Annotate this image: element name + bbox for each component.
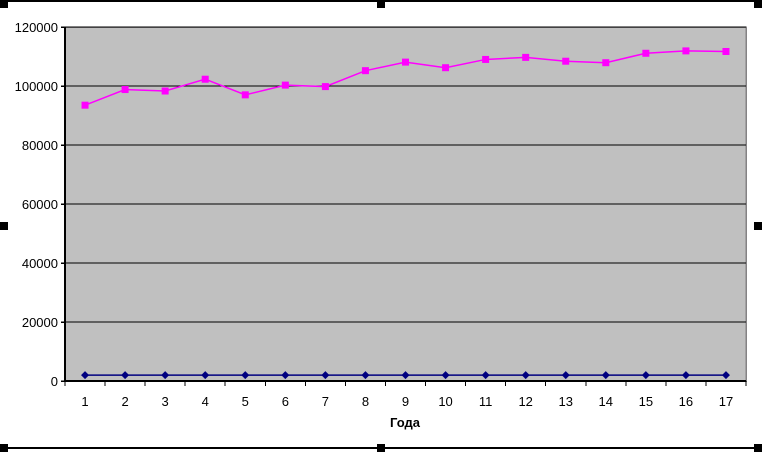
series-2-marker [442,64,450,72]
x-tick-label: 3 [161,394,169,409]
series-1-marker [601,371,610,380]
series-1-marker [481,371,490,380]
x-tick-label: 10 [438,394,453,409]
series-2-marker [642,49,650,57]
x-tick-label: 9 [401,394,410,409]
series-2-marker [161,87,169,95]
x-tick-label: 1 [81,394,89,409]
series-1-marker [561,371,570,380]
x-tick-label: 8 [361,394,370,409]
x-tick-label: 5 [241,394,249,409]
series-1-marker [241,371,250,380]
x-tick-label: 13 [558,394,573,409]
selection-handle-top-center[interactable] [377,0,385,8]
series-1-marker [521,371,530,380]
y-tick-label: 20000 [21,314,58,330]
series-1-marker [161,371,170,380]
y-tick-label: 0 [50,373,58,389]
x-tick-label: 4 [201,394,209,409]
series-1-marker [641,371,650,380]
selection-handle-bottom-right[interactable] [754,444,762,452]
selection-handle-top-right[interactable] [754,0,762,8]
series-2-marker [121,86,129,94]
series-2-marker [722,47,730,55]
series-1-marker [361,371,370,380]
series-2-marker [241,91,249,99]
x-axis-title: Года [390,415,420,430]
selection-handle-bottom-center[interactable] [377,444,385,452]
series-2-marker [81,101,89,109]
x-tick-label: 2 [121,394,129,409]
series-1-marker [281,371,290,380]
series-2-marker [402,58,409,66]
series-2-marker [201,75,209,83]
series-1-marker [201,371,210,380]
series-1-marker [721,371,730,380]
selection-handle-bottom-left[interactable] [0,444,8,452]
y-tick-label: 100000 [14,78,58,94]
x-tick-label: 11 [478,394,493,409]
y-tick-label: 40000 [21,255,58,271]
selection-handle-top-left[interactable] [0,0,8,8]
y-tick-label: 80000 [21,137,58,153]
y-tick-label: 60000 [21,196,58,212]
x-tick-label: 17 [718,394,734,409]
series-2-marker [602,59,610,67]
selection-handle-middle-right[interactable] [754,222,762,230]
series-1-marker [121,371,130,380]
series-2-marker [562,57,570,65]
series-1-marker [401,371,410,380]
x-tick-label: 12 [518,394,533,409]
x-tick-label: 7 [321,394,329,409]
x-tick-label: 6 [281,394,289,409]
series-2-marker [482,55,490,63]
series-2-marker [682,47,690,55]
series-1-marker [321,371,330,380]
series-2-marker [281,81,289,89]
series-1-marker [81,371,90,380]
series-2-marker [522,53,530,61]
series-2-marker [321,83,329,91]
x-tick-label: 16 [678,394,694,409]
series-1-marker [441,371,450,380]
y-tick-label: 120000 [14,19,58,35]
series-2-marker [361,67,369,75]
x-tick-label: 15 [638,394,654,409]
series-1-marker [681,371,690,380]
x-tick-label: 14 [598,394,614,409]
selection-handle-middle-left[interactable] [0,222,8,230]
